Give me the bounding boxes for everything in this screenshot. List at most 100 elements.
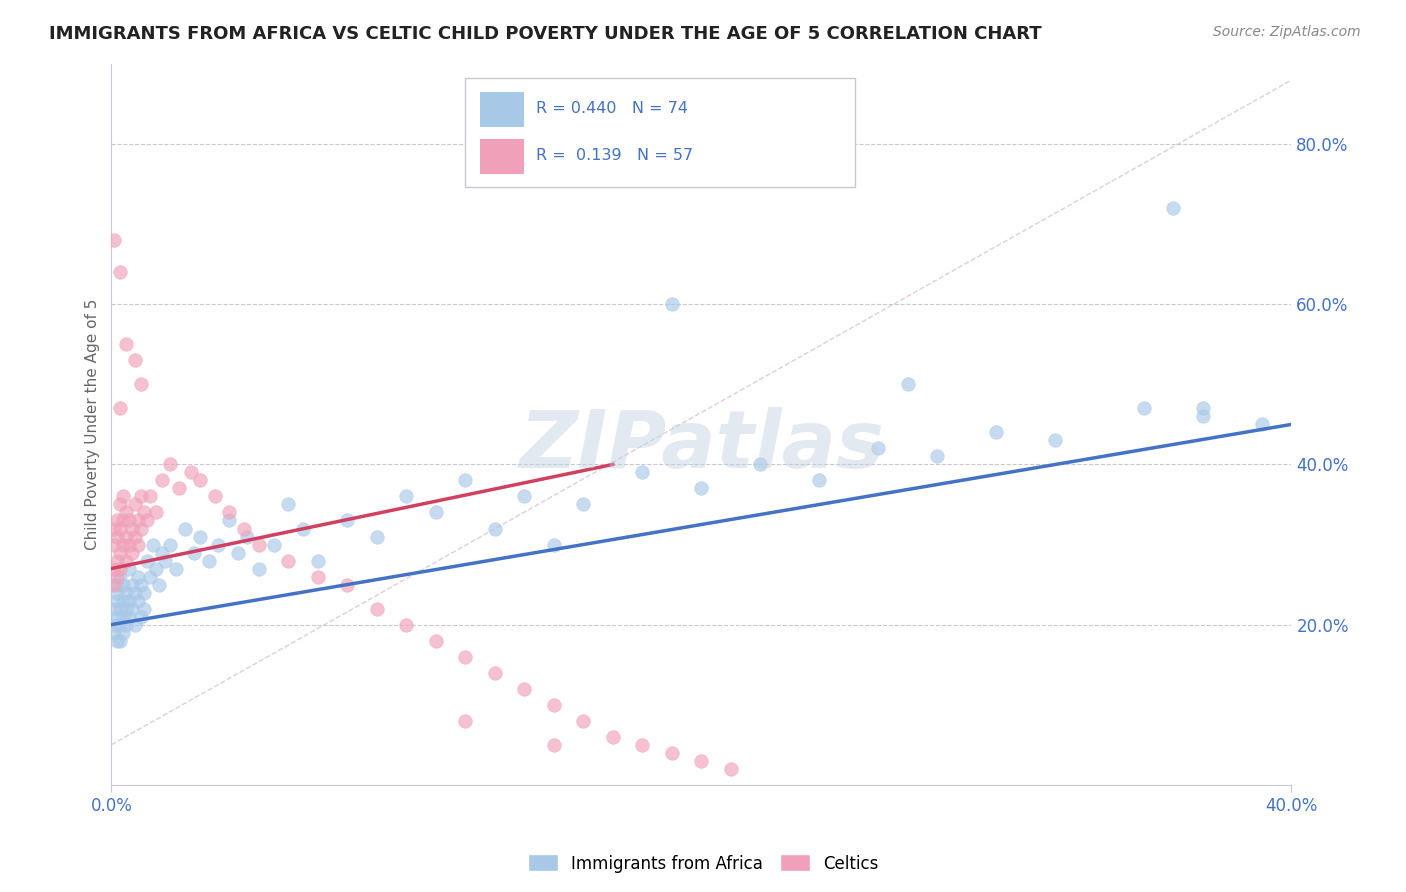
Point (218, 514, 240, 528)
Point (749, 458, 772, 472)
Point (986, 425, 1008, 440)
Point (247, 537, 270, 551)
Point (139, 569, 162, 583)
Text: R = 0.440   N = 74: R = 0.440 N = 74 (536, 102, 688, 116)
Point (103, 233, 125, 247)
Point (631, 738, 654, 752)
Point (110, 569, 132, 583)
Point (631, 466, 654, 480)
Point (366, 601, 388, 615)
Point (366, 529, 388, 543)
Point (132, 601, 155, 615)
Point (112, 514, 135, 528)
Point (145, 561, 167, 575)
Point (425, 506, 447, 520)
FancyBboxPatch shape (479, 92, 524, 127)
Point (118, 537, 141, 551)
Point (103, 577, 125, 591)
Point (115, 617, 138, 632)
Point (1133, 401, 1156, 416)
Point (105, 633, 128, 648)
Point (484, 665, 506, 680)
Point (124, 617, 146, 632)
Point (1192, 409, 1215, 424)
Point (121, 521, 143, 535)
Point (602, 730, 624, 744)
Point (124, 498, 146, 512)
Point (110, 545, 132, 559)
Point (159, 458, 181, 472)
Point (247, 561, 270, 575)
Point (103, 601, 125, 615)
Point (139, 490, 162, 504)
Point (207, 537, 229, 551)
Point (292, 521, 315, 535)
Point (105, 577, 128, 591)
Point (118, 593, 141, 607)
Point (112, 593, 135, 607)
Point (135, 553, 157, 567)
Point (454, 474, 477, 488)
Text: R =  0.139   N = 57: R = 0.139 N = 57 (536, 148, 693, 163)
Point (110, 601, 132, 615)
Text: IMMIGRANTS FROM AFRICA VS CELTIC CHILD POVERTY UNDER THE AGE OF 5 CORRELATION CH: IMMIGRANTS FROM AFRICA VS CELTIC CHILD P… (49, 25, 1042, 43)
Y-axis label: Child Poverty Under the Age of 5: Child Poverty Under the Age of 5 (86, 299, 100, 550)
Point (395, 617, 418, 632)
Point (129, 521, 152, 535)
Point (174, 521, 197, 535)
Point (129, 577, 152, 591)
Point (105, 585, 128, 599)
Point (690, 482, 713, 496)
Point (115, 553, 138, 567)
Point (105, 569, 128, 583)
Point (572, 498, 595, 512)
Point (277, 498, 299, 512)
Point (218, 506, 240, 520)
Point (1251, 417, 1274, 432)
Point (118, 514, 141, 528)
Point (484, 521, 506, 535)
Point (226, 545, 249, 559)
Point (307, 553, 329, 567)
Point (105, 529, 128, 543)
FancyBboxPatch shape (479, 139, 524, 174)
Point (690, 754, 713, 768)
Point (661, 297, 683, 311)
Point (142, 537, 165, 551)
Point (110, 498, 132, 512)
Point (165, 561, 187, 575)
Point (236, 529, 259, 543)
Point (167, 482, 190, 496)
Point (112, 577, 135, 591)
Point (661, 746, 683, 760)
Point (513, 490, 536, 504)
FancyBboxPatch shape (465, 78, 855, 186)
Point (112, 490, 135, 504)
Point (115, 601, 138, 615)
Text: Source: ZipAtlas.com: Source: ZipAtlas.com (1213, 25, 1361, 39)
Point (1045, 434, 1067, 448)
Point (103, 625, 125, 640)
Point (808, 474, 831, 488)
Point (307, 569, 329, 583)
Point (112, 625, 135, 640)
Point (105, 514, 128, 528)
Point (183, 545, 205, 559)
Point (159, 537, 181, 551)
Point (127, 514, 149, 528)
Point (425, 633, 447, 648)
Point (115, 337, 138, 351)
Point (110, 633, 132, 648)
Legend: Immigrants from Africa, Celtics: Immigrants from Africa, Celtics (522, 847, 884, 880)
Point (121, 577, 143, 591)
Point (150, 474, 173, 488)
Point (124, 353, 146, 368)
Point (150, 545, 173, 559)
Point (103, 521, 125, 535)
Point (543, 698, 565, 712)
Point (135, 514, 157, 528)
Point (897, 377, 920, 392)
Point (105, 609, 128, 624)
Point (927, 450, 949, 464)
Point (204, 490, 226, 504)
